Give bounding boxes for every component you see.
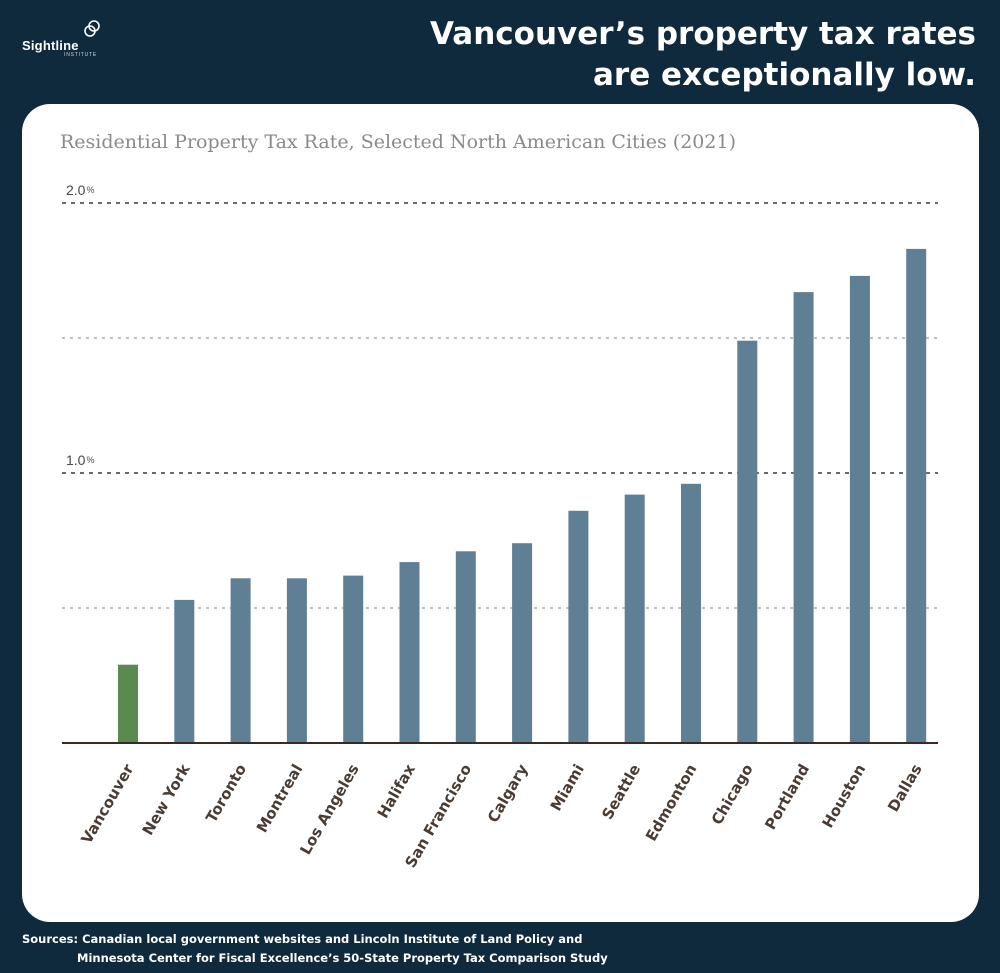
bar-los-angeles	[343, 575, 364, 743]
x-tick-label: Houston	[818, 761, 869, 831]
x-tick-label: Chicago	[708, 761, 757, 828]
brand-subtitle: INSTITUTE	[64, 52, 98, 58]
x-tick-label: Toronto	[202, 761, 250, 826]
x-tick-label: New York	[139, 760, 195, 838]
bar-seattle	[624, 494, 645, 743]
bar-houston	[849, 275, 870, 743]
bar-dallas	[906, 248, 927, 743]
x-tick-label: Montreal	[253, 761, 307, 836]
y-tick-unit: %	[86, 455, 94, 465]
bar-portland	[793, 292, 814, 743]
headline-line-2: are exceptionally low.	[593, 57, 976, 93]
x-tick-label: Miami	[547, 761, 588, 814]
sources-note: Sources: Canadian local government websi…	[22, 930, 982, 968]
x-tick-label: Los Angeles	[296, 761, 362, 858]
x-tick-label: Halifax	[374, 761, 419, 822]
bar-miami	[568, 510, 589, 743]
x-tick-label: Edmonton	[642, 761, 700, 844]
x-tick-label: Portland	[761, 761, 813, 833]
y-tick-label: 1.0%	[66, 452, 94, 468]
y-tick-label: 2.0%	[66, 182, 94, 198]
sightline-logo-icon	[84, 20, 100, 37]
chart-card	[22, 104, 979, 922]
brand-name: Sightline	[22, 38, 79, 53]
x-tick-label: Vancouver	[77, 760, 137, 846]
bar-halifax	[399, 562, 420, 743]
headline-line-1: Vancouver’s property tax rates	[430, 16, 976, 52]
y-tick-unit: %	[86, 185, 94, 195]
sources-line-2: Minnesota Center for Fiscal Excellence’s…	[77, 951, 608, 965]
bar-calgary	[512, 543, 533, 743]
bar-new-york	[174, 599, 195, 743]
x-tick-label: Calgary	[484, 761, 532, 826]
headline: Vancouver’s property tax rates are excep…	[276, 14, 976, 96]
chart-title: Residential Property Tax Rate, Selected …	[60, 131, 736, 153]
bar-chicago	[737, 340, 758, 743]
bar-vancouver	[118, 664, 138, 743]
sources-line-1: Sources: Canadian local government websi…	[22, 932, 583, 946]
bar-toronto	[230, 578, 251, 743]
sightline-logo: Sightline INSTITUTE	[20, 18, 100, 60]
bar-san-francisco	[455, 551, 476, 743]
x-tick-label: Seattle	[598, 761, 644, 823]
bar-edmonton	[681, 483, 701, 743]
bar-montreal	[286, 578, 307, 743]
x-tick-label: Dallas	[884, 761, 926, 815]
